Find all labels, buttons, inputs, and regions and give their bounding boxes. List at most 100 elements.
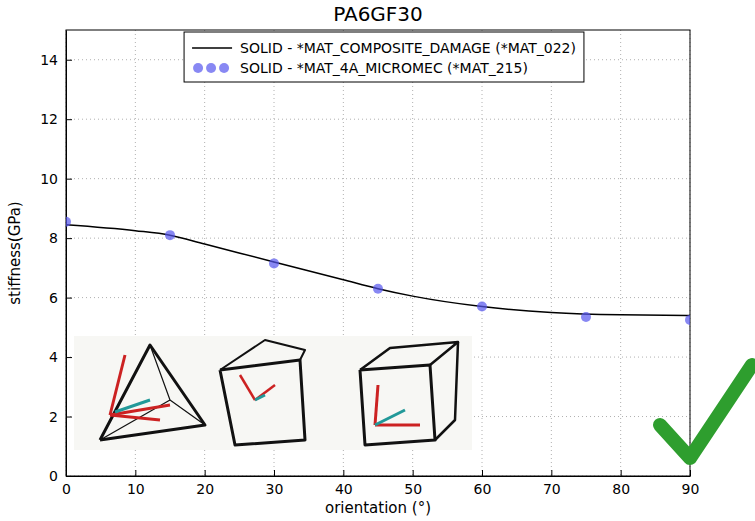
sketch-line bbox=[375, 385, 378, 425]
tick-label: 90 bbox=[682, 481, 700, 497]
tick-mark bbox=[482, 470, 483, 476]
y-axis-title: stiffness(GPa) bbox=[6, 201, 24, 304]
tick-mark bbox=[66, 60, 72, 61]
tick-label: 70 bbox=[543, 481, 561, 497]
tick: 14 bbox=[40, 52, 72, 68]
tick: 20 bbox=[196, 470, 214, 497]
sketch-line bbox=[115, 400, 150, 412]
legend-swatch bbox=[206, 63, 216, 73]
tick-label: 50 bbox=[404, 481, 422, 497]
tick-label: 40 bbox=[335, 481, 353, 497]
sketch-line bbox=[100, 345, 205, 440]
series-point bbox=[165, 230, 175, 240]
sketch-line bbox=[150, 345, 205, 425]
grid-line bbox=[551, 30, 552, 476]
tick: 10 bbox=[40, 171, 72, 187]
sketch-line bbox=[360, 365, 435, 445]
grid bbox=[66, 30, 690, 476]
series-point bbox=[477, 302, 487, 312]
tick-mark bbox=[205, 470, 206, 476]
tick-label: 0 bbox=[62, 481, 71, 497]
legend-box bbox=[184, 32, 584, 82]
grid-line bbox=[66, 238, 690, 239]
check-mark bbox=[660, 365, 752, 458]
legend-swatch bbox=[219, 63, 229, 73]
tick: 2 bbox=[49, 409, 72, 425]
tick-label: 60 bbox=[474, 481, 492, 497]
tick-label: 80 bbox=[612, 481, 630, 497]
sketch-line bbox=[110, 355, 125, 415]
tick-mark bbox=[621, 470, 622, 476]
sketch-line bbox=[220, 360, 305, 445]
plot-marks bbox=[66, 217, 690, 325]
tick-mark bbox=[66, 238, 72, 239]
tick: 80 bbox=[612, 470, 630, 497]
tick-label: 12 bbox=[40, 111, 58, 127]
tick-label: 14 bbox=[40, 52, 58, 68]
series-line bbox=[66, 225, 690, 316]
sketch-line bbox=[435, 342, 458, 440]
tick-mark bbox=[66, 179, 72, 180]
y-axis: 0 2 4 6 8 10 12 14 bbox=[40, 31, 72, 484]
tick-label: 30 bbox=[266, 481, 284, 497]
tick-label: 6 bbox=[49, 290, 58, 306]
tick: 70 bbox=[543, 470, 561, 497]
tick-mark bbox=[135, 470, 136, 476]
sketch-line bbox=[240, 375, 255, 400]
tick-label: 10 bbox=[127, 481, 145, 497]
grid-line bbox=[66, 119, 690, 120]
legend-swatch bbox=[192, 47, 232, 49]
tick: 12 bbox=[40, 111, 72, 127]
x-axis-title: orientation (°) bbox=[325, 499, 431, 517]
series-point bbox=[269, 258, 279, 268]
tick-mark bbox=[343, 470, 344, 476]
x-axis: 0 10 20 30 40 50 60 70 80 90 bbox=[62, 470, 699, 497]
tick-label: 2 bbox=[49, 409, 58, 425]
legend: SOLID - *MAT_COMPOSITE_DAMAGE (*MAT_022)… bbox=[184, 32, 584, 82]
tick-mark bbox=[413, 470, 414, 476]
tick-mark bbox=[66, 119, 72, 120]
sketches bbox=[74, 336, 472, 450]
tick: 6 bbox=[49, 290, 72, 306]
tick-label: 10 bbox=[40, 171, 58, 187]
legend-label: SOLID - *MAT_COMPOSITE_DAMAGE (*MAT_022) bbox=[240, 40, 576, 56]
tick-label: 0 bbox=[49, 468, 58, 484]
series-point bbox=[581, 312, 591, 322]
tick-label: 4 bbox=[49, 349, 58, 365]
tick: 8 bbox=[49, 230, 72, 246]
tick: 30 bbox=[266, 470, 284, 497]
tick-label: 8 bbox=[49, 230, 58, 246]
legend-label: SOLID - *MAT_4A_MICROMEC (*MAT_215) bbox=[240, 60, 528, 76]
tick: 10 bbox=[127, 470, 145, 497]
tick: 4 bbox=[49, 349, 72, 365]
sketch-line bbox=[110, 415, 160, 420]
tick-label: 20 bbox=[196, 481, 214, 497]
tick: 50 bbox=[404, 470, 422, 497]
series-point bbox=[685, 315, 690, 325]
plot-frame bbox=[66, 30, 690, 476]
sketch-line bbox=[375, 424, 420, 427]
sketch-line bbox=[360, 342, 458, 370]
grid-line bbox=[66, 178, 690, 179]
tick-mark bbox=[274, 470, 275, 476]
grid-line bbox=[620, 30, 621, 476]
chart: PA6GF30 0 10 20 30 40 50 60 70 80 90 0 2 4 6 8 10 12 14 ori… bbox=[0, 0, 755, 521]
series-point bbox=[373, 284, 383, 294]
tick-mark bbox=[66, 357, 72, 358]
grid-line bbox=[482, 30, 483, 476]
tick: 60 bbox=[474, 470, 492, 497]
sketch-line bbox=[220, 340, 305, 370]
tick: 40 bbox=[335, 470, 353, 497]
sketch-line bbox=[255, 385, 275, 400]
tick-mark bbox=[551, 470, 552, 476]
legend-swatch bbox=[193, 63, 203, 73]
sketch-bg bbox=[74, 336, 472, 450]
tick-mark bbox=[66, 417, 72, 418]
title: PA6GF30 bbox=[333, 2, 423, 26]
series-point bbox=[66, 217, 71, 227]
sketch-line bbox=[375, 410, 405, 425]
sketch-line bbox=[100, 400, 170, 440]
tick-mark bbox=[66, 298, 72, 299]
grid-line bbox=[66, 297, 690, 298]
sketch-line bbox=[255, 395, 265, 400]
